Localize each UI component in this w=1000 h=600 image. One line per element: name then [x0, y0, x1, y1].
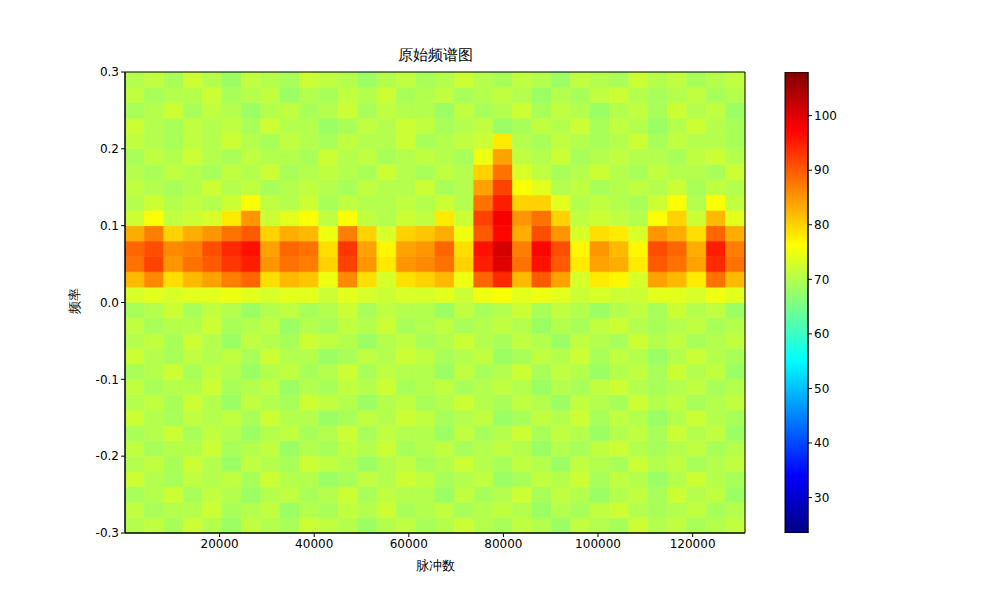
svg-text:0.2: 0.2: [100, 142, 119, 156]
svg-text:-0.3: -0.3: [96, 526, 119, 540]
svg-text:0.1: 0.1: [100, 219, 119, 233]
svg-text:100000: 100000: [575, 537, 621, 551]
svg-text:80000: 80000: [484, 537, 522, 551]
svg-text:120000: 120000: [670, 537, 716, 551]
svg-text:50: 50: [814, 382, 829, 396]
svg-text:80: 80: [814, 218, 829, 232]
svg-text:30: 30: [814, 491, 829, 505]
svg-text:20000: 20000: [201, 537, 239, 551]
svg-text:60: 60: [814, 327, 829, 341]
svg-text:90: 90: [814, 163, 829, 177]
svg-text:40: 40: [814, 436, 829, 450]
svg-text:-0.2: -0.2: [96, 449, 119, 463]
html-text:脉冲数: 脉冲数: [415, 558, 455, 573]
svg-text:70: 70: [814, 273, 829, 287]
html-text:频率: 频率: [67, 288, 82, 314]
svg-text:0.0: 0.0: [100, 296, 119, 310]
svg-text:0.3: 0.3: [100, 65, 119, 79]
svg-text:-0.1: -0.1: [96, 373, 119, 387]
svg-text:60000: 60000: [390, 537, 428, 551]
svg-text:40000: 40000: [295, 537, 333, 551]
html-text:原始频谱图: 原始频谱图: [397, 46, 473, 64]
svg-text:100: 100: [814, 109, 837, 123]
